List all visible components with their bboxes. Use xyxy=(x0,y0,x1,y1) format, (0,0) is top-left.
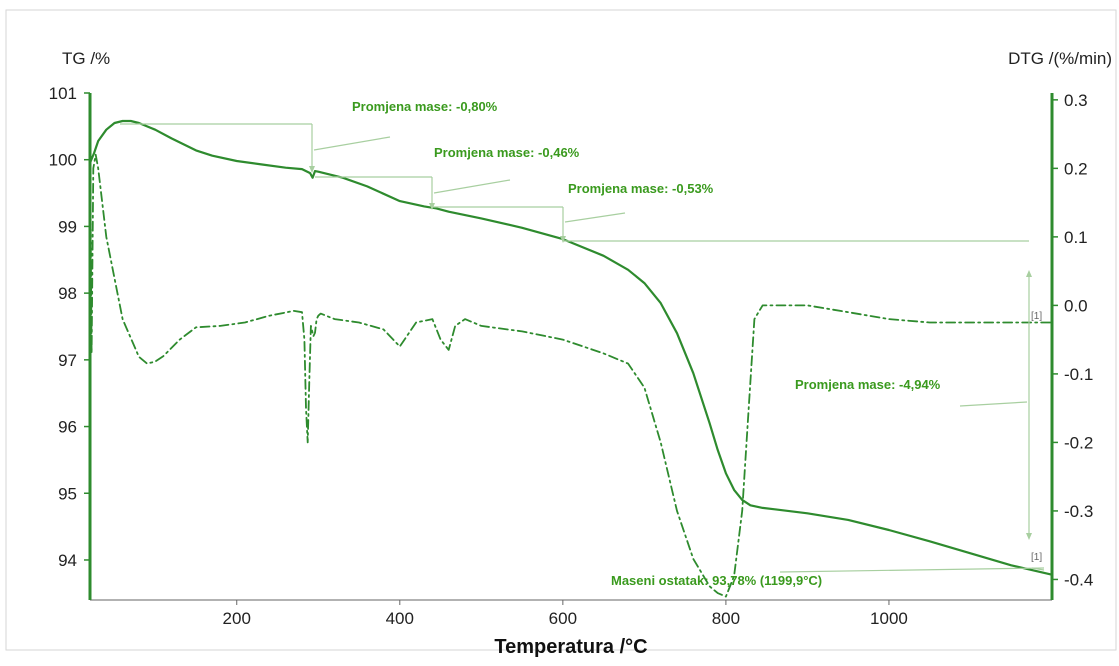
arrowhead-4-bottom xyxy=(1026,533,1032,540)
y-left-tick-label: 97 xyxy=(58,351,77,370)
x-tick-label: 1000 xyxy=(870,609,908,628)
y-right-tick-label: -0.3 xyxy=(1064,502,1093,521)
guide-line-1-leader xyxy=(313,136,391,151)
annotation-label-2: Promjena mase: -0,46% xyxy=(434,145,580,160)
x-tick-label: 200 xyxy=(223,609,251,628)
series-layer xyxy=(88,119,1054,598)
x-tick-label: 600 xyxy=(549,609,577,628)
y-right-tick-label: -0.4 xyxy=(1064,570,1093,589)
x-axis-title: Temperatura /°C xyxy=(494,636,647,658)
guide-line-3-leader xyxy=(564,212,626,223)
x-tick-label: 800 xyxy=(712,609,740,628)
marker-label-1: [1] xyxy=(1031,311,1042,322)
marker-label-2: [1] xyxy=(1031,552,1042,563)
annotation-label-1: Promjena mase: -0,80% xyxy=(352,99,498,114)
guide-line-2-leader xyxy=(433,179,511,194)
y-right-axis-title: DTG /(%/min) xyxy=(1008,49,1112,68)
y-left-axis-title: TG /% xyxy=(62,49,110,68)
y-left-tick-label: 99 xyxy=(58,217,77,236)
tg-curve xyxy=(88,119,1054,576)
arrowhead-4-top xyxy=(1026,270,1032,277)
annotation-label-4: Promjena mase: -4,94% xyxy=(795,377,941,392)
y-left-tick-label: 101 xyxy=(49,84,77,103)
arrowhead-1 xyxy=(309,166,315,173)
y-left-tick-label: 98 xyxy=(58,284,77,303)
y-left-tick-label: 94 xyxy=(58,551,77,570)
guide-arrowheads xyxy=(309,166,1032,540)
y-left-ticks: 94 95 96 97 98 99 100 101 xyxy=(49,84,90,570)
y-right-tick-label: 0.2 xyxy=(1064,159,1088,178)
chart-border xyxy=(5,9,1117,651)
guide-line-4-leader xyxy=(959,401,1028,407)
y-left-tick-label: 95 xyxy=(58,484,77,503)
annotation-label-3: Promjena mase: -0,53% xyxy=(568,181,714,196)
arrowhead-2 xyxy=(429,203,435,210)
annotation-guides xyxy=(120,123,1045,573)
y-right-tick-label: 0.1 xyxy=(1064,228,1088,247)
y-left-tick-label: 100 xyxy=(49,151,77,170)
x-tick-label: 400 xyxy=(386,609,414,628)
x-ticks: 200 400 600 800 1000 xyxy=(223,600,908,628)
y-right-tick-label: -0.2 xyxy=(1064,433,1093,452)
annotation-label-5: Maseni ostatak: 93,78% (1199,9°C) xyxy=(611,573,822,588)
y-right-tick-label: -0.1 xyxy=(1064,365,1093,384)
y-right-tick-label: 0.0 xyxy=(1064,296,1088,315)
y-left-tick-label: 96 xyxy=(58,418,77,437)
annotation-labels: Promjena mase: -0,80% Promjena mase: -0,… xyxy=(352,99,1042,588)
residue-tick xyxy=(1031,567,1045,571)
y-right-tick-label: 0.3 xyxy=(1064,91,1088,110)
y-right-ticks: -0.4 -0.3 -0.2 -0.1 0.0 0.1 0.2 0.3 xyxy=(1052,91,1093,589)
arrowhead-3 xyxy=(560,236,566,243)
dtg-curve xyxy=(89,133,1053,598)
guide-line-5-leader xyxy=(779,567,1045,573)
